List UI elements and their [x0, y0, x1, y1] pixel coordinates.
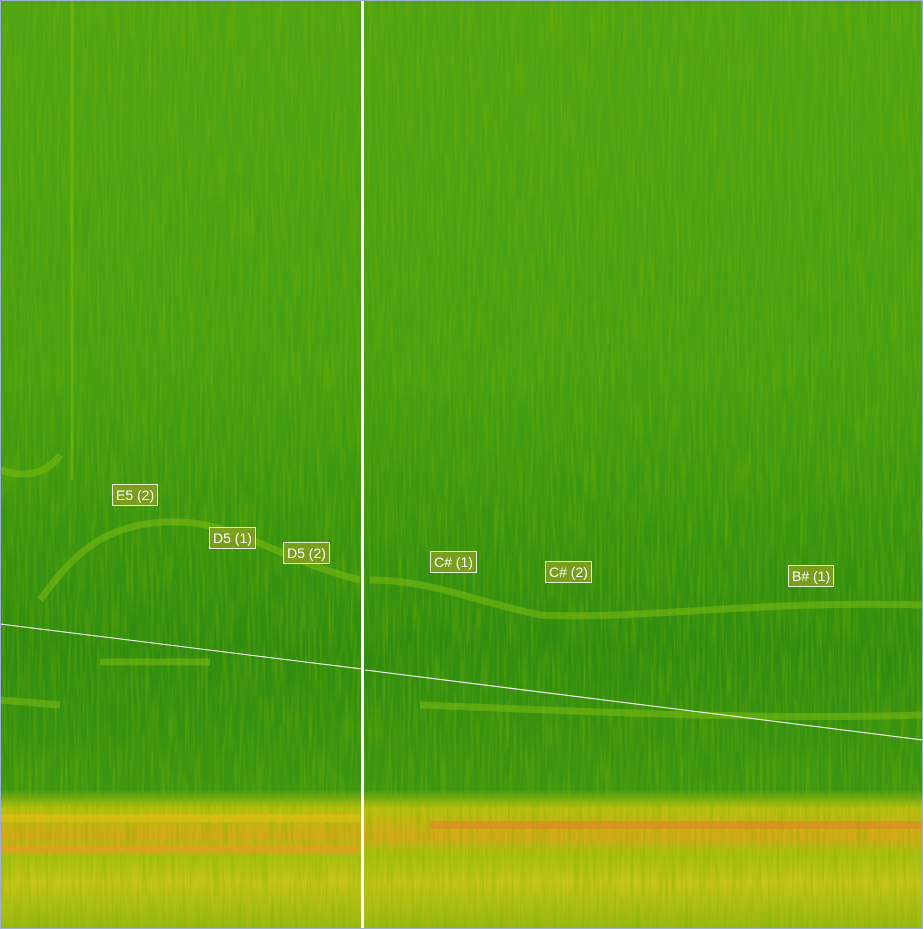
low-frequency-bands: [0, 814, 923, 854]
note-label[interactable]: C# (1): [430, 551, 477, 573]
note-label[interactable]: D5 (1): [209, 527, 256, 549]
note-label[interactable]: D5 (2): [283, 542, 330, 564]
pitch-line-left: [0, 623, 363, 670]
note-label[interactable]: E5 (2): [112, 484, 159, 506]
pitch-line-right: [364, 669, 923, 741]
note-label[interactable]: B# (1): [788, 565, 835, 587]
note-label[interactable]: C# (2): [545, 561, 592, 583]
